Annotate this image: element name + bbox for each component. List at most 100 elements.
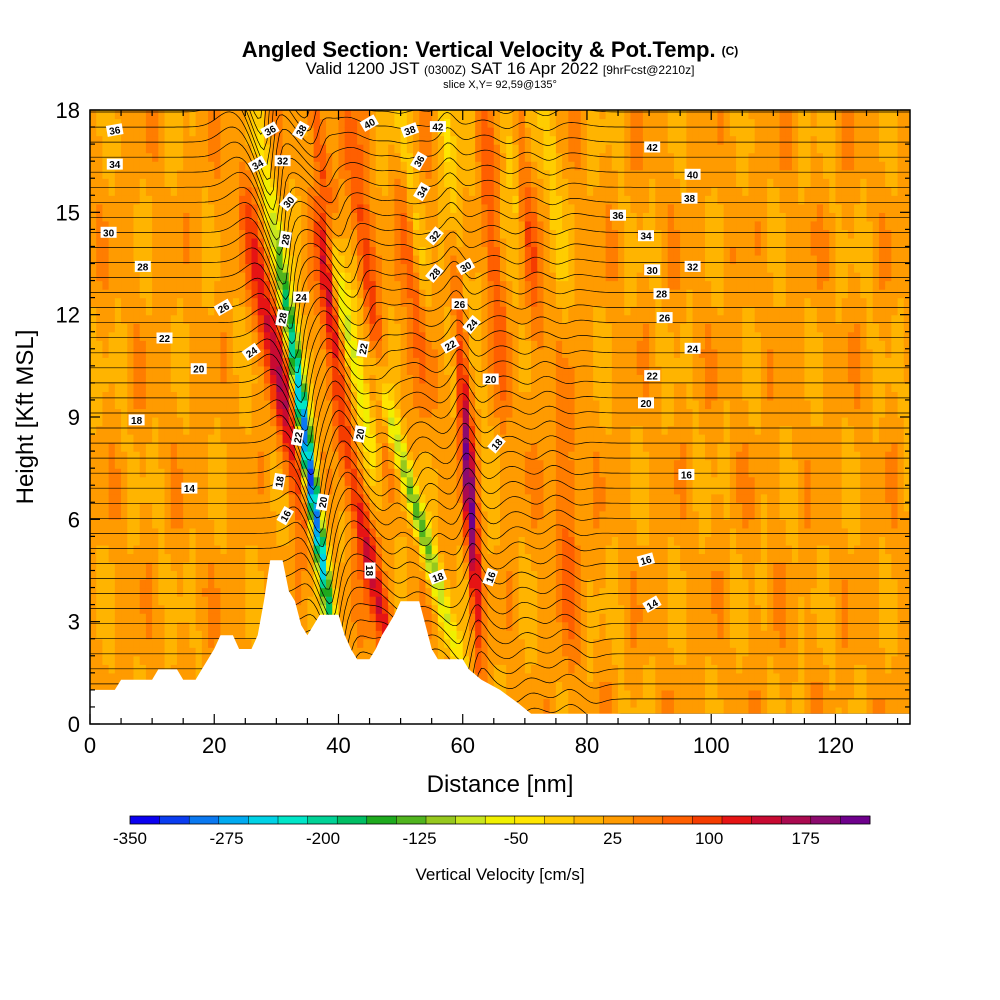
velocity-cell [506, 118, 514, 128]
velocity-cell [164, 365, 172, 375]
velocity-cell [357, 263, 364, 273]
velocity-cell [263, 451, 271, 461]
velocity-cell [475, 655, 482, 665]
velocity-cell [400, 579, 408, 589]
velocity-cell [145, 570, 153, 580]
velocity-cell [344, 323, 352, 333]
velocity-cell [301, 323, 309, 333]
velocity-cell [381, 237, 389, 248]
velocity-cell [332, 434, 340, 444]
velocity-cell [394, 417, 402, 427]
velocity-cell [450, 399, 458, 410]
velocity-cell [425, 485, 433, 495]
velocity-cell [319, 519, 327, 529]
velocity-cell [170, 357, 178, 367]
velocity-cell [183, 613, 190, 623]
velocity-cell [468, 178, 476, 188]
velocity-cell [90, 323, 97, 333]
velocity-cell [388, 391, 395, 401]
velocity-cell [319, 451, 327, 461]
velocity-cell [189, 468, 197, 478]
velocity-cell [363, 382, 371, 393]
velocity-cell [425, 186, 433, 196]
velocity-cell [363, 331, 371, 341]
velocity-cell [493, 110, 501, 120]
velocity-cell [394, 527, 402, 537]
velocity-cell [456, 186, 464, 196]
velocity-cell [475, 485, 482, 495]
velocity-cell [108, 135, 116, 145]
velocity-cell [270, 237, 277, 248]
velocity-cell [468, 485, 476, 495]
velocity-cell [133, 604, 141, 614]
velocity-cell [493, 553, 501, 563]
velocity-cell [456, 502, 464, 512]
velocity-cell [102, 417, 110, 427]
velocity-cell [108, 425, 116, 435]
velocity-cell [90, 638, 97, 648]
velocity-cell [288, 570, 296, 580]
velocity-cell [326, 570, 333, 580]
velocity-cell [96, 289, 104, 299]
velocity-cell [326, 110, 333, 120]
velocity-cell [189, 621, 197, 631]
velocity-cell [437, 621, 445, 631]
velocity-cell [506, 510, 514, 520]
velocity-cell [176, 382, 184, 393]
velocity-cell [344, 331, 352, 341]
velocity-cell [295, 110, 302, 120]
velocity-cell [96, 647, 104, 657]
velocity-cell [257, 323, 265, 333]
velocity-cell [139, 587, 147, 597]
velocity-cell [344, 118, 352, 128]
velocity-cell [189, 203, 197, 213]
velocity-cell [506, 152, 514, 162]
velocity-cell [164, 127, 172, 137]
velocity-cell [282, 536, 290, 546]
velocity-cell [475, 493, 482, 503]
velocity-cell [326, 289, 333, 299]
velocity-cell [357, 195, 364, 205]
velocity-cell [500, 212, 507, 222]
velocity-cell [232, 604, 240, 614]
velocity-cell [437, 425, 445, 435]
velocity-cell [245, 510, 253, 520]
velocity-cell [164, 553, 172, 563]
velocity-cell [208, 493, 215, 503]
velocity-cell [419, 161, 427, 171]
velocity-cell [481, 365, 489, 375]
velocity-cell [450, 434, 458, 444]
velocity-cell [96, 459, 104, 469]
velocity-cell [413, 323, 420, 333]
velocity-cell [450, 579, 458, 589]
velocity-cell [481, 596, 489, 606]
velocity-cell [145, 340, 153, 350]
velocity-cell [170, 220, 178, 230]
velocity-cell [226, 297, 234, 307]
velocity-cell [189, 280, 197, 290]
velocity-cell [406, 408, 414, 418]
velocity-cell [307, 246, 315, 256]
velocity-cell [388, 272, 395, 282]
velocity-cell [226, 161, 234, 171]
velocity-cell [301, 417, 309, 427]
velocity-cell [301, 110, 309, 120]
velocity-cell [170, 638, 178, 648]
velocity-cell [319, 314, 327, 324]
velocity-cell [114, 425, 122, 435]
velocity-cell [375, 127, 383, 137]
velocity-cell [475, 502, 482, 512]
velocity-cell [220, 374, 228, 384]
velocity-cell [226, 442, 234, 452]
velocity-cell [90, 536, 97, 546]
velocity-cell [419, 570, 427, 580]
velocity-cell [195, 442, 203, 452]
velocity-cell [239, 195, 246, 205]
velocity-cell [481, 485, 489, 495]
velocity-cell [96, 144, 104, 154]
velocity-cell [170, 161, 178, 171]
velocity-cell [518, 553, 526, 563]
velocity-cell [239, 280, 246, 290]
velocity-cell [357, 613, 364, 623]
velocity-cell [475, 519, 482, 529]
